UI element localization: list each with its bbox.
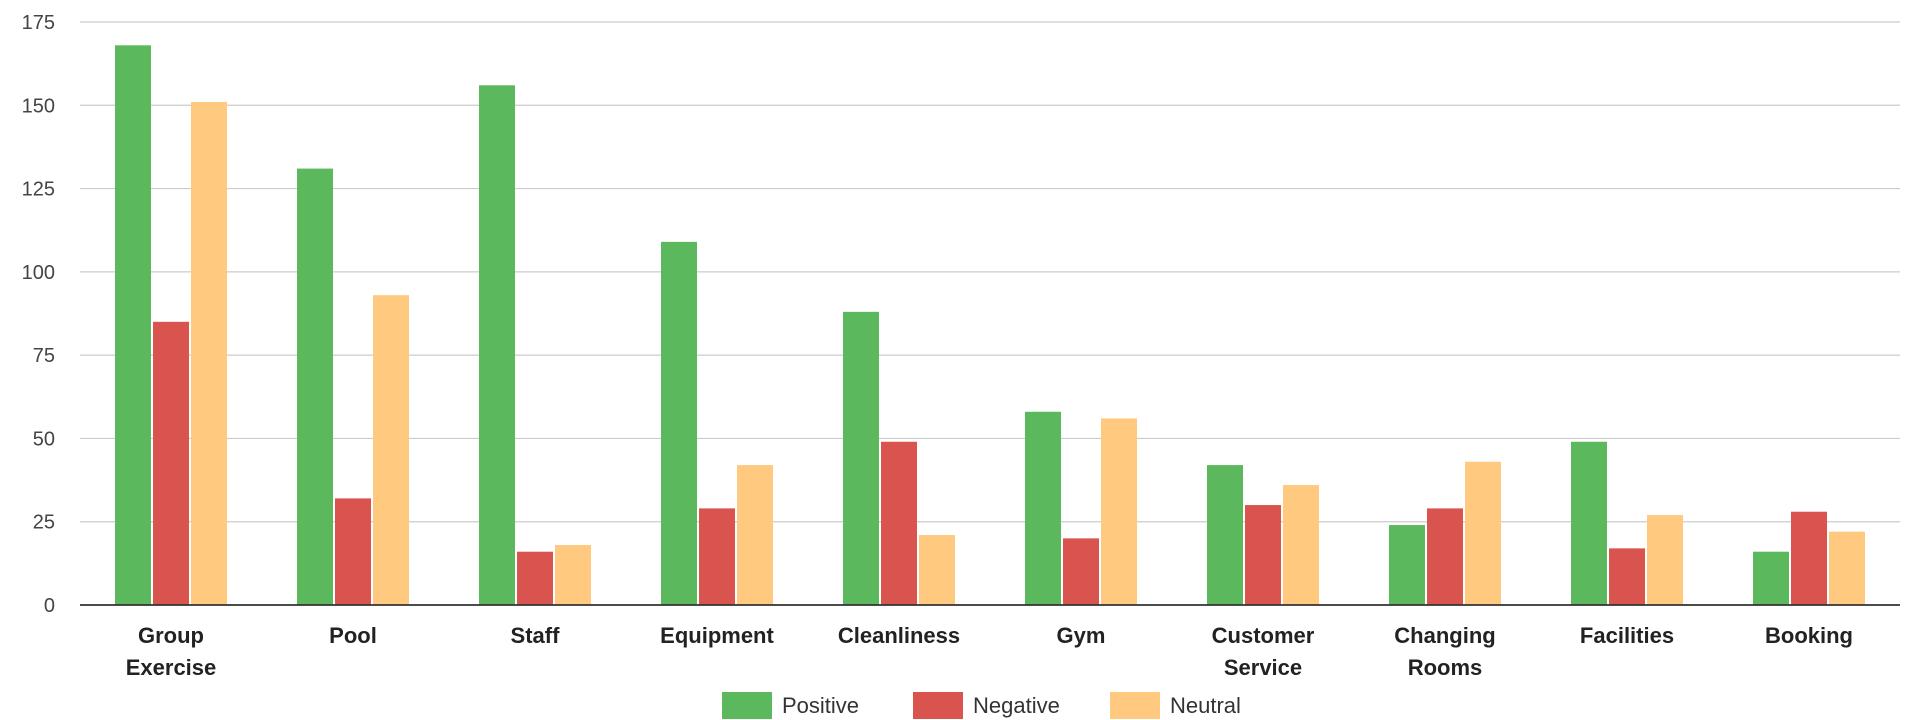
legend-swatch-neutral	[1110, 692, 1160, 719]
x-category-label: Pool	[329, 623, 377, 648]
bar-neutral	[1101, 418, 1137, 605]
y-tick-label: 0	[44, 595, 55, 617]
bar-negative	[1427, 508, 1463, 605]
legend-label-negative: Negative	[973, 693, 1060, 718]
y-tick-label: 150	[22, 95, 55, 117]
bar-negative	[335, 498, 371, 605]
y-tick-label: 125	[22, 179, 55, 201]
bar-negative	[1609, 548, 1645, 605]
bar-positive	[843, 311, 879, 605]
x-category-label: Cleanliness	[838, 623, 960, 648]
bar-positive	[661, 241, 697, 606]
legend-swatch-positive	[722, 692, 772, 719]
bar-negative	[699, 508, 735, 605]
x-category-label: Rooms	[1408, 655, 1483, 680]
x-category-label: Customer	[1212, 623, 1315, 648]
bar-neutral	[555, 545, 591, 605]
x-category-label: Service	[1224, 655, 1302, 680]
x-category-label: Booking	[1765, 623, 1853, 648]
bar-positive	[479, 85, 515, 606]
bar-series	[115, 45, 1865, 606]
x-category-label: Changing	[1394, 623, 1495, 648]
y-axis-tick-labels: 0 25 50 75 100 125 150 175	[22, 12, 55, 617]
bar-negative	[517, 551, 553, 605]
x-category-label: Staff	[511, 623, 561, 648]
bar-positive	[1025, 411, 1061, 605]
bar-negative	[1063, 538, 1099, 605]
x-category-label: Group	[138, 623, 204, 648]
y-tick-label: 100	[22, 262, 55, 284]
y-tick-label: 25	[33, 512, 55, 534]
bar-neutral	[737, 465, 773, 605]
x-category-label: Exercise	[126, 655, 217, 680]
bar-positive	[1753, 551, 1789, 605]
legend-label-positive: Positive	[782, 693, 859, 718]
bar-negative	[153, 321, 189, 605]
bar-positive	[115, 45, 151, 605]
bar-neutral	[1647, 515, 1683, 605]
x-axis-category-labels: Group Exercise Pool Staff Equipment Cleanline…	[126, 623, 1853, 680]
bar-positive	[1389, 525, 1425, 605]
y-tick-label: 175	[22, 12, 55, 34]
y-tick-label: 50	[33, 428, 55, 450]
x-category-label: Facilities	[1580, 623, 1674, 648]
bar-positive	[297, 168, 333, 605]
bar-neutral	[919, 535, 955, 605]
bar-neutral	[1829, 531, 1865, 605]
bar-neutral	[1465, 461, 1501, 605]
bar-negative	[1791, 511, 1827, 605]
bar-negative	[881, 441, 917, 605]
legend-swatch-negative	[913, 692, 963, 719]
bar-positive	[1207, 465, 1243, 605]
legend: Positive Negative Neutral	[722, 692, 1241, 719]
bar-neutral	[191, 101, 227, 605]
bar-positive	[1571, 441, 1607, 605]
y-tick-label: 75	[33, 345, 55, 367]
grid-lines	[80, 21, 1900, 523]
bar-negative	[1245, 505, 1281, 605]
legend-label-neutral: Neutral	[1170, 693, 1241, 718]
bar-neutral	[373, 295, 409, 605]
x-category-label: Gym	[1057, 623, 1106, 648]
x-category-label: Equipment	[660, 623, 774, 648]
bar-neutral	[1283, 485, 1319, 605]
